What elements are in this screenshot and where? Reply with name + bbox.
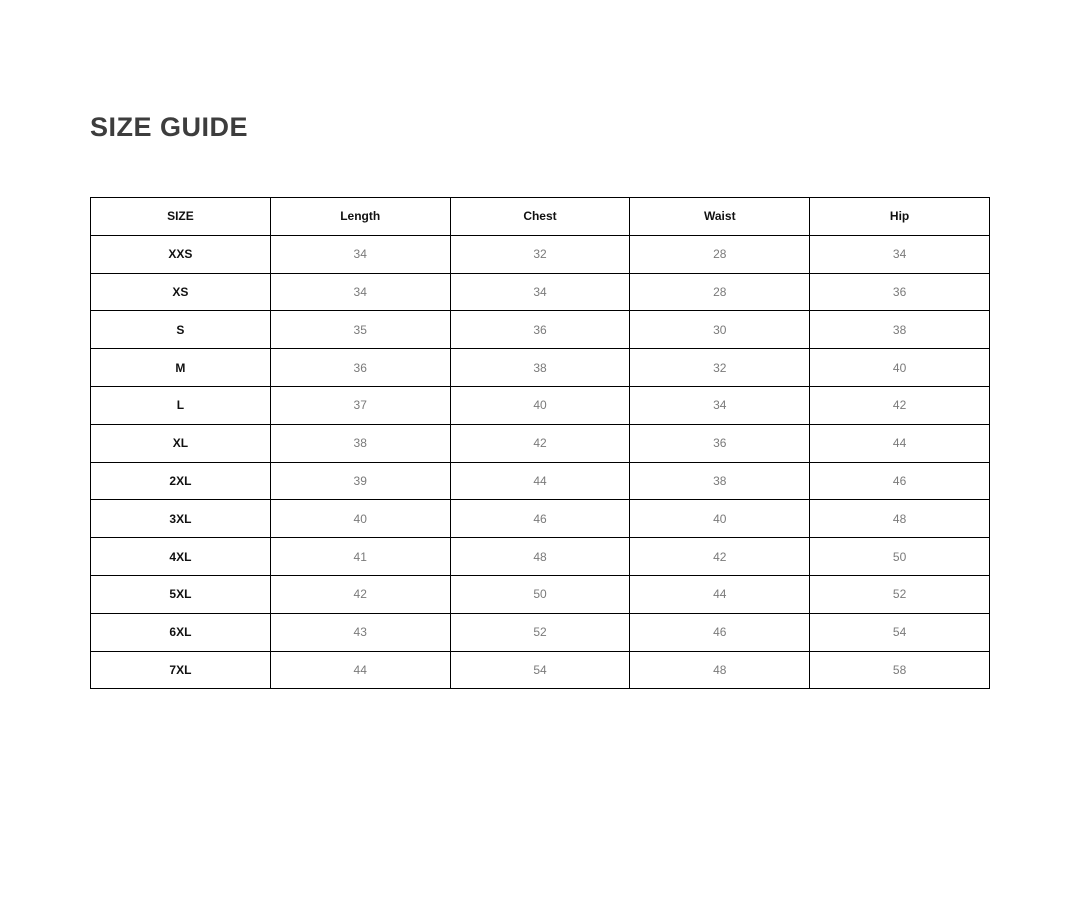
- measurement-cell: 44: [629, 574, 811, 614]
- column-header-chest: Chest: [449, 197, 631, 236]
- size-label-cell: 7XL: [90, 650, 271, 690]
- measurement-cell: 28: [629, 272, 811, 312]
- size-label-cell: 4XL: [90, 537, 271, 576]
- measurement-cell: 38: [809, 310, 990, 350]
- measurement-cell: 48: [809, 499, 990, 539]
- size-label-cell: XXS: [90, 234, 271, 274]
- measurement-cell: 40: [269, 499, 451, 539]
- measurement-cell: 42: [809, 385, 990, 425]
- table-row: 3XL 40 46 40 48: [90, 499, 990, 539]
- column-header-waist: Waist: [629, 197, 811, 236]
- measurement-cell: 54: [809, 612, 990, 652]
- measurement-cell: 35: [269, 310, 451, 350]
- size-guide-table: SIZE Length Chest Waist Hip XXS 34 32 28 34 XS 34 3…: [90, 197, 990, 690]
- measurement-cell: 38: [629, 461, 811, 501]
- measurement-cell: 46: [629, 612, 811, 652]
- measurement-cell: 30: [629, 310, 811, 350]
- measurement-cell: 44: [449, 461, 631, 501]
- header-row: SIZE Length Chest Waist Hip: [90, 197, 990, 236]
- measurement-cell: 32: [449, 234, 631, 274]
- measurement-cell: 36: [629, 423, 811, 463]
- table-row: S 35 36 30 38: [90, 310, 990, 350]
- measurement-cell: 40: [809, 348, 990, 387]
- column-header-size: SIZE: [90, 197, 271, 236]
- measurement-cell: 36: [449, 310, 631, 350]
- measurement-cell: 37: [269, 385, 451, 425]
- measurement-cell: 39: [269, 461, 451, 501]
- measurement-cell: 34: [269, 234, 451, 274]
- measurement-cell: 32: [629, 348, 811, 387]
- measurement-cell: 50: [449, 574, 631, 614]
- measurement-cell: 58: [809, 650, 990, 690]
- table-row: M 36 38 32 40: [90, 348, 990, 387]
- size-label-cell: 5XL: [90, 574, 271, 614]
- table-body: XXS 34 32 28 34 XS 34 34 28 36 S 35 36 30 38 M 36 38 32 40 L…: [90, 234, 990, 690]
- measurement-cell: 46: [809, 461, 990, 501]
- size-label-cell: 3XL: [90, 499, 271, 539]
- measurement-cell: 43: [269, 612, 451, 652]
- measurement-cell: 38: [449, 348, 631, 387]
- measurement-cell: 52: [809, 574, 990, 614]
- size-label-cell: XS: [90, 272, 271, 312]
- measurement-cell: 52: [449, 612, 631, 652]
- table-row: L 37 40 34 42: [90, 385, 990, 425]
- size-label-cell: 2XL: [90, 461, 271, 501]
- table-row: 4XL 41 48 42 50: [90, 537, 990, 576]
- measurement-cell: 34: [449, 272, 631, 312]
- measurement-cell: 54: [449, 650, 631, 690]
- column-header-hip: Hip: [809, 197, 990, 236]
- table-row: 2XL 39 44 38 46: [90, 461, 990, 501]
- measurement-cell: 28: [629, 234, 811, 274]
- table-row: XXS 34 32 28 34: [90, 234, 990, 274]
- size-label-cell: S: [90, 310, 271, 350]
- measurement-cell: 42: [449, 423, 631, 463]
- measurement-cell: 48: [629, 650, 811, 690]
- size-label-cell: XL: [90, 423, 271, 463]
- size-guide-table-container: SIZE Length Chest Waist Hip XXS 34 32 28 34 XS 34 3…: [90, 197, 990, 690]
- size-label-cell: M: [90, 348, 271, 387]
- table-row: XL 38 42 36 44: [90, 423, 990, 463]
- measurement-cell: 40: [449, 385, 631, 425]
- measurement-cell: 44: [809, 423, 990, 463]
- measurement-cell: 42: [269, 574, 451, 614]
- measurement-cell: 44: [269, 650, 451, 690]
- measurement-cell: 34: [269, 272, 451, 312]
- measurement-cell: 36: [809, 272, 990, 312]
- measurement-cell: 38: [269, 423, 451, 463]
- page-title: SIZE GUIDE: [90, 112, 249, 143]
- size-label-cell: L: [90, 385, 271, 425]
- table-row: 7XL 44 54 48 58: [90, 650, 990, 690]
- measurement-cell: 34: [809, 234, 990, 274]
- measurement-cell: 42: [629, 537, 811, 576]
- measurement-cell: 34: [629, 385, 811, 425]
- table-row: XS 34 34 28 36: [90, 272, 990, 312]
- size-label-cell: 6XL: [90, 612, 271, 652]
- measurement-cell: 46: [449, 499, 631, 539]
- column-header-length: Length: [269, 197, 451, 236]
- measurement-cell: 36: [269, 348, 451, 387]
- measurement-cell: 48: [449, 537, 631, 576]
- measurement-cell: 41: [269, 537, 451, 576]
- measurement-cell: 50: [809, 537, 990, 576]
- table-row: 6XL 43 52 46 54: [90, 612, 990, 652]
- measurement-cell: 40: [629, 499, 811, 539]
- table-row: 5XL 42 50 44 52: [90, 574, 990, 614]
